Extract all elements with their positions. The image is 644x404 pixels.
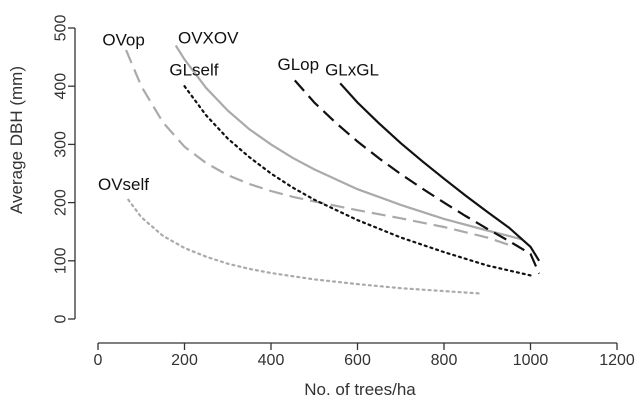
series-line-ovself (127, 198, 480, 295)
x-tick-label: 1200 (599, 352, 635, 369)
y-tick-label: 400 (53, 73, 70, 100)
series-label-glxgl: GLxGL (325, 61, 379, 80)
y-tick-label: 200 (53, 189, 70, 216)
series-line-glself (183, 85, 532, 277)
x-axis-title: No. of trees/ha (304, 380, 416, 399)
x-tick-label: 600 (344, 352, 371, 369)
series-lines (125, 44, 541, 295)
x-ticks: 0 200 400 600 800 1000 1200 (94, 343, 635, 369)
x-tick-label: 1000 (513, 352, 549, 369)
y-tick-label: 300 (53, 131, 70, 158)
x-tick-label: 800 (431, 352, 458, 369)
y-tick-label: 500 (53, 15, 70, 42)
y-ticks: 0 100 200 300 400 500 (53, 15, 75, 323)
y-tick-label: 0 (53, 314, 70, 323)
series-labels: OVop OVXOV GLself GLop GLxGL OVself (98, 29, 379, 194)
x-tick-label: 200 (171, 352, 198, 369)
series-label-ovop: OVop (102, 30, 145, 49)
x-tick-label: 400 (258, 352, 285, 369)
series-label-ovxov: OVXOV (178, 29, 239, 48)
series-line-ovop (125, 49, 514, 248)
series-label-glself: GLself (169, 61, 218, 80)
x-tick-label: 0 (94, 352, 103, 369)
y-axis-title: Average DBH (mm) (7, 66, 26, 214)
y-tick-label: 100 (53, 247, 70, 274)
series-label-ovself: OVself (98, 175, 149, 194)
series-label-glop: GLop (277, 55, 319, 74)
series-line-ovxov (174, 44, 523, 241)
series-line-glxgl (339, 82, 541, 262)
